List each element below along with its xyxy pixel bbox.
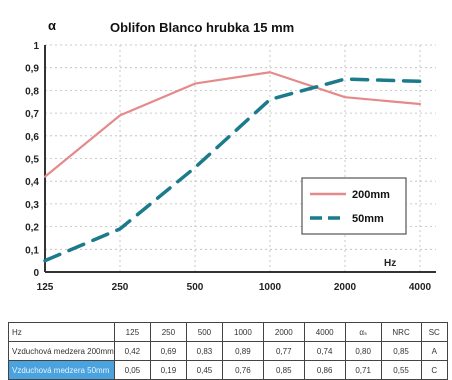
- x-tick-label: 125: [37, 282, 54, 293]
- table-header-cell: NRC: [380, 322, 422, 342]
- x-tick-label: 4000: [409, 282, 432, 293]
- absorption-chart: α Oblifon Blanco hrubka 15 mm 0 0,1 0,2 0,3…: [25, 18, 436, 293]
- absorption-table: Hz 125 250 500 1000 2000 4000 αₛ NRC SC …: [8, 322, 449, 380]
- x-tick-label: 250: [112, 282, 129, 293]
- grid-lines: [45, 44, 436, 272]
- table-cell: 0,45: [185, 360, 223, 380]
- table-cell: 0,74: [303, 341, 346, 361]
- table-cell: 0,71: [344, 360, 382, 380]
- table-cell: 0,69: [149, 341, 187, 361]
- y-tick-label: 0,7: [25, 109, 39, 120]
- table-header-row: Hz 125 250 500 1000 2000 4000 αₛ NRC SC: [8, 322, 449, 342]
- series-lines: [43, 71, 422, 263]
- table-cell: 0,05: [113, 360, 151, 380]
- x-tick-labels: 125 250 500 1000 2000 4000: [37, 282, 432, 293]
- y-tick-label: 0,4: [25, 177, 39, 188]
- table-header-cell: 4000: [303, 322, 346, 342]
- table-cell: 0,85: [380, 341, 422, 361]
- x-tick-label: 2000: [334, 282, 357, 293]
- y-tick-label: 0,2: [25, 223, 39, 234]
- table-cell: 0,19: [149, 360, 187, 380]
- table-header-cell: SC: [420, 322, 449, 342]
- y-axis-label: α: [48, 18, 56, 33]
- x-tick-label: 1000: [259, 282, 282, 293]
- table-cell: 0,42: [113, 341, 151, 361]
- legend-label-200mm: 200mm: [352, 189, 390, 201]
- table-row: Vzduchová medzera 200mm 0,42 0,69 0,83 0…: [8, 341, 449, 361]
- table-cell: 0,80: [344, 341, 382, 361]
- table-cell: 0,86: [303, 360, 346, 380]
- table-header-cell: Hz: [8, 322, 115, 342]
- table-row: Vzduchová medzera 50mm 0,05 0,19 0,45 0,…: [8, 360, 449, 380]
- y-tick-label: 0,9: [25, 64, 39, 75]
- x-tick-label: 500: [187, 282, 204, 293]
- y-tick-label: 0,8: [25, 86, 39, 97]
- y-tick-label: 0,3: [25, 200, 39, 211]
- legend-label-50mm: 50mm: [352, 213, 384, 225]
- table-cell: A: [420, 341, 449, 361]
- y-tick-label: 0,6: [25, 132, 39, 143]
- y-tick-label: 0,1: [25, 245, 39, 256]
- table-row-label: Vzduchová medzera 50mm: [8, 360, 115, 380]
- table-header-cell: 2000: [262, 322, 305, 342]
- y-tick-label: 0: [33, 268, 39, 279]
- table-cell: 0,89: [221, 341, 264, 361]
- y-tick-label: 0,5: [25, 155, 39, 166]
- table-header-cell: 250: [149, 322, 187, 342]
- table-header-cell: 1000: [221, 322, 264, 342]
- table-cell: C: [420, 360, 449, 380]
- table-cell: 0,83: [185, 341, 223, 361]
- x-unit-label: Hz: [384, 258, 396, 269]
- table-cell: 0,85: [262, 360, 305, 380]
- y-tick-labels: 0 0,1 0,2 0,3 0,4 0,5 0,6 0,7 0,8 0,9 1: [25, 41, 39, 279]
- series-line-200mm: [43, 71, 422, 178]
- series-line-50mm: [43, 77, 422, 263]
- table-header-cell: αₛ: [344, 322, 382, 342]
- table-header-cell: 125: [113, 322, 151, 342]
- legend: 200mm 50mm: [301, 177, 407, 235]
- table-cell: 0,77: [262, 341, 305, 361]
- y-tick-label: 1: [33, 41, 39, 52]
- table-row-label: Vzduchová medzera 200mm: [8, 341, 115, 361]
- table-cell: 0,76: [221, 360, 264, 380]
- legend-box: [301, 177, 407, 235]
- chart-title: Oblifon Blanco hrubka 15 mm: [110, 20, 294, 35]
- table-cell: 0,55: [380, 360, 422, 380]
- table-header-cell: 500: [185, 322, 223, 342]
